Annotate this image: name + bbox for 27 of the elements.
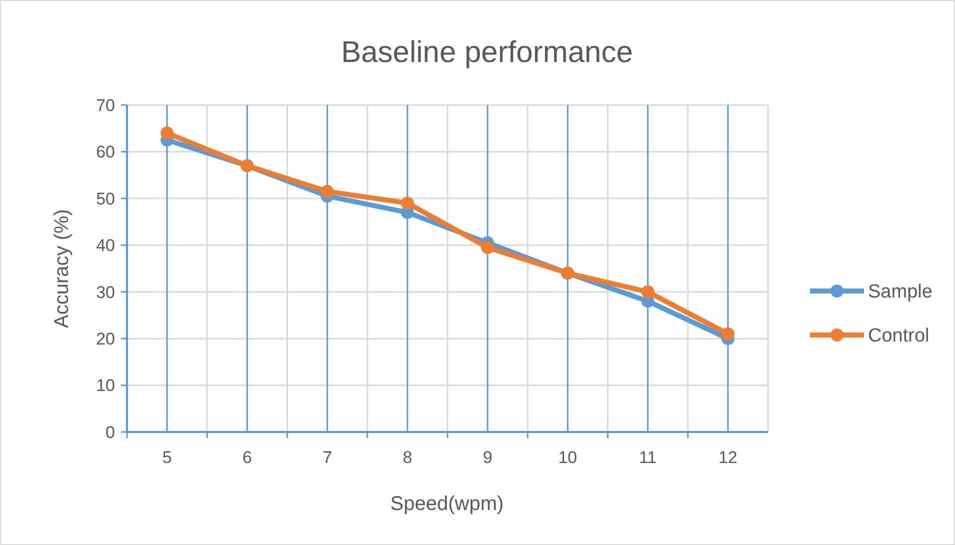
x-tick-label: 10: [558, 448, 578, 467]
y-tick-label: 20: [96, 330, 115, 349]
point: [481, 240, 494, 254]
x-axis-title: Speed(wpm): [390, 493, 504, 515]
chart-title: Baseline performance: [341, 36, 633, 69]
y-tick-label: 40: [96, 236, 115, 256]
legend-label: Sample: [868, 282, 932, 303]
x-tick-label: 7: [322, 448, 332, 467]
point: [721, 327, 734, 340]
y-tick-label: 10: [96, 376, 115, 396]
point: [400, 196, 414, 210]
x-tick-label: 5: [162, 448, 172, 467]
y-tick-label: 50: [96, 189, 115, 208]
y-tick-label: 70: [96, 96, 115, 115]
x-tick-label: 6: [242, 448, 252, 467]
y-tick-label: 30: [96, 282, 115, 302]
point: [641, 285, 654, 298]
x-tick-label: 12: [718, 448, 738, 467]
y-tick-label: 60: [96, 142, 115, 162]
x-tick-label: 11: [638, 448, 657, 467]
point: [320, 184, 334, 198]
x-tick-label: 9: [482, 448, 492, 467]
point: [160, 126, 174, 140]
y-axis-title: Accuracy (%): [51, 209, 73, 328]
x-tick-label: 8: [402, 448, 412, 467]
legend-label: Control: [868, 326, 930, 347]
y-tick-label: 0: [106, 422, 115, 442]
